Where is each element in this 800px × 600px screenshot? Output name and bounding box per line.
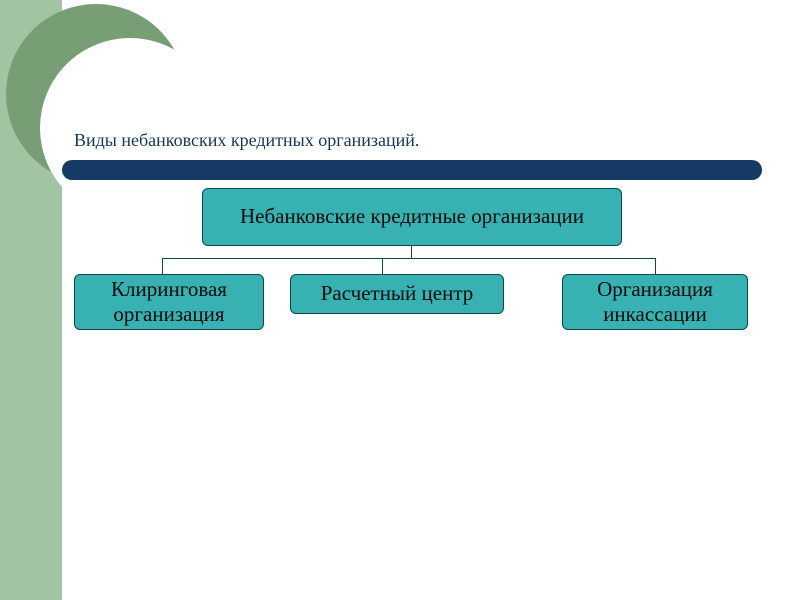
org-tree-diagram: Небанковские кредитные организации Клири… <box>62 188 762 368</box>
node-root: Небанковские кредитные организации <box>202 188 622 246</box>
connector <box>162 258 163 274</box>
node-settlement: Расчетный центр <box>290 274 504 314</box>
connector <box>162 258 656 259</box>
connector <box>411 246 412 258</box>
title-underline-bar <box>62 160 762 180</box>
connector <box>655 258 656 274</box>
slide-title: Виды небанковских кредитных организаций. <box>74 130 419 151</box>
node-clearing: Клиринговая организация <box>74 274 264 330</box>
node-collection: Организация инкассации <box>562 274 748 330</box>
connector <box>382 258 383 274</box>
